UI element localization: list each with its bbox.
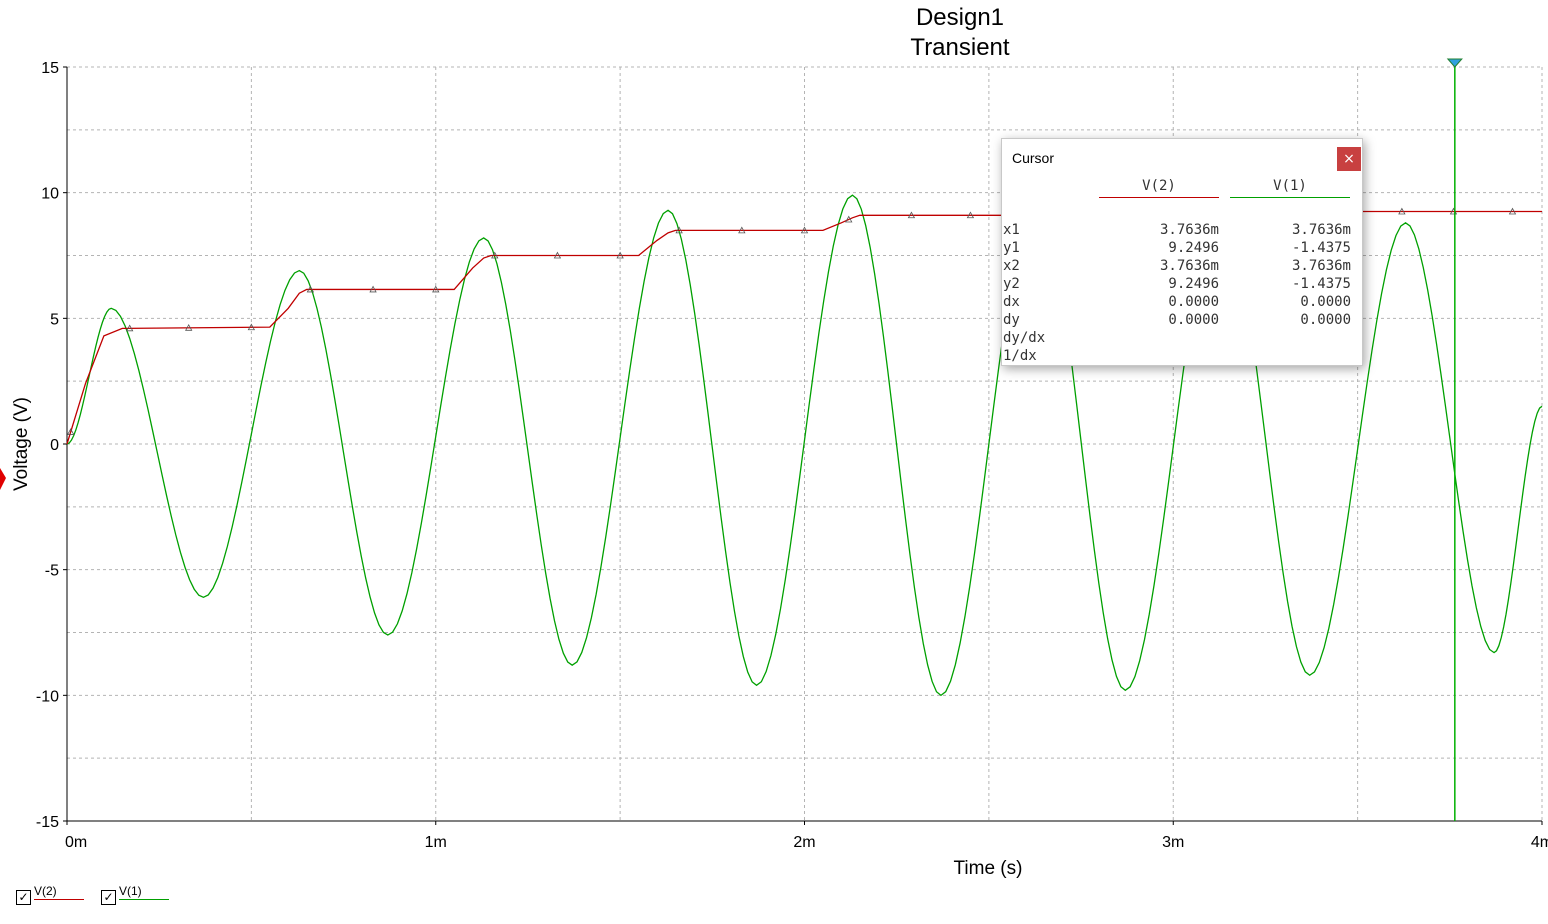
column-underline-v2 [1099,197,1219,198]
y-tick-label: 0 [50,437,59,454]
series-marker-v2 [491,251,499,259]
x-tick-label: 0m [65,834,87,851]
series-marker-v2 [126,324,134,332]
series-marker-v2 [247,323,256,331]
series-marker-v2 [616,251,624,259]
legend-swatch-v1 [119,899,169,900]
series-marker-v2 [675,226,683,234]
cursor-panel-title: Cursor [1012,150,1055,166]
column-header-v2: V(2) [1142,178,1176,194]
cursor-row: dy/dx [1002,330,1362,348]
row-label: 1/dx [1003,348,1037,364]
y-tick-label: 15 [41,60,59,77]
cursor-row: 1/dx [1002,348,1362,366]
series-marker-v2 [67,428,75,435]
cursor-panel: Cursor × V(2) V(1) x1 3.7636m 3.7636m y1… [1001,138,1363,366]
active-axis-marker-icon [0,468,6,490]
cursor-marker[interactable] [1446,58,1463,821]
checkbox-v1[interactable]: ✓ [101,890,116,905]
row-value-v2: 9.2496 [1168,240,1219,256]
series-marker-v2 [845,215,853,223]
row-value-v1: 0.0000 [1300,312,1351,328]
y-tick-label: -10 [36,688,59,705]
row-value-v1: -1.4375 [1291,240,1351,256]
legend-label-v2: V(2) [34,884,57,898]
y-tick-label: -5 [45,563,59,580]
row-value-v2: 3.7636m [1159,222,1219,238]
series-marker-v2 [907,211,916,219]
column-header-v1: V(1) [1273,178,1307,194]
series-marker-v2 [185,323,193,331]
y-tick-label: 10 [41,186,59,203]
series-marker-v2 [800,226,809,234]
row-value-v2: 0.0000 [1168,294,1219,310]
y-axis-label: Voltage (V) [11,397,32,491]
chart-subtitle: Transient [910,34,1010,61]
row-value-v1: 3.7636m [1291,222,1351,238]
checkbox-v2[interactable]: ✓ [16,890,31,905]
chart-title: Design1 [915,4,1005,31]
series-marker-v2 [369,285,377,293]
cursor-handle-icon[interactable] [1446,58,1463,68]
y-tick-label: -15 [36,814,59,831]
row-value-v2: 0.0000 [1168,312,1219,328]
row-value-v1: 0.0000 [1300,294,1351,310]
row-label: dy [1003,312,1020,328]
close-button[interactable]: × [1337,147,1361,171]
x-axis-label: Time (s) [954,858,1023,879]
row-label: dx [1003,294,1020,310]
series-v1 [67,191,1543,697]
row-value-v2: 3.7636m [1159,258,1219,274]
series-line-v1 [67,191,1543,697]
cursor-row: dy 0.0000 0.0000 [1002,312,1362,330]
x-tick-label: 2m [793,834,815,851]
series-marker-v2 [553,251,562,259]
series-marker-v2 [1508,207,1517,215]
x-tick-label: 3m [1162,834,1184,851]
series-marker-v2 [1398,207,1406,215]
y-tick-label: 5 [50,311,59,328]
row-label: y1 [1003,240,1020,256]
row-value-v1: 3.7636m [1291,258,1351,274]
x-tick-label: 1m [425,834,447,851]
row-label: x1 [1003,222,1020,238]
series-marker-v2 [432,285,440,293]
legend-label-v1: V(1) [119,884,142,898]
cursor-row: x2 3.7636m 3.7636m [1002,258,1362,276]
cursor-row: x1 3.7636m 3.7636m [1002,222,1362,240]
x-tick-label: 4m [1531,834,1548,851]
cursor-row: y1 9.2496 -1.4375 [1002,240,1362,258]
row-label: y2 [1003,276,1020,292]
series-marker-v2 [966,211,975,219]
row-label: x2 [1003,258,1020,274]
series-marker-v2 [738,226,746,234]
column-underline-v1 [1230,197,1350,198]
cursor-row: dx 0.0000 0.0000 [1002,294,1362,312]
cursor-row: y2 9.2496 -1.4375 [1002,276,1362,294]
legend-swatch-v2 [34,899,84,900]
tick-labels: -15 -10 -5 0 5 10 15 0m 1m 2m 3m 4m [36,60,1548,851]
row-value-v2: 9.2496 [1168,276,1219,292]
series-marker-v2 [306,285,315,293]
row-value-v1: -1.4375 [1291,276,1351,292]
row-label: dy/dx [1003,330,1046,346]
